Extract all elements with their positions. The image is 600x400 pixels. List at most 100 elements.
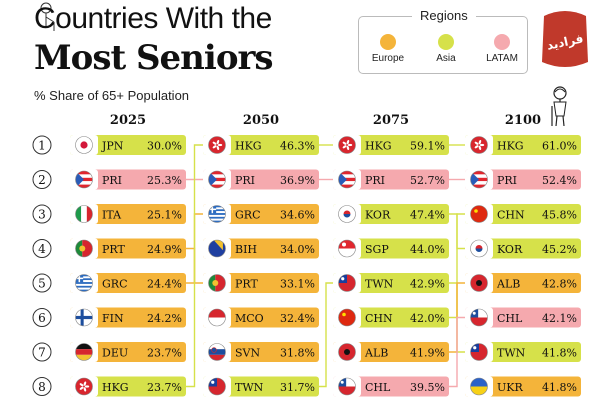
flag-hkg-icon bbox=[338, 136, 356, 154]
flag-kor-icon bbox=[470, 240, 488, 257]
entry-2100-ukr: UKR 41.8% bbox=[465, 376, 581, 397]
flag-twn-icon bbox=[338, 274, 356, 292]
country-code: GRC bbox=[235, 209, 261, 222]
elderly-person-icon bbox=[551, 86, 567, 127]
entry-2075-chn: CHN 42.0% bbox=[333, 307, 449, 328]
country-code: PRI bbox=[365, 174, 385, 187]
entry-2050-pri: PRI 36.9% bbox=[203, 169, 319, 190]
page-title-line1: Countries With the bbox=[34, 2, 272, 35]
flag-svn-icon bbox=[208, 343, 226, 361]
share-value: 44.0% bbox=[410, 243, 445, 256]
legend-item-latam: LATAM bbox=[472, 34, 532, 64]
entry-pill bbox=[70, 307, 186, 328]
legend-item-asia: Asia bbox=[416, 34, 476, 64]
share-value: 39.5% bbox=[410, 381, 445, 394]
entry-2025-fin: FIN 24.2% bbox=[70, 307, 186, 328]
entry-2025-pri: PRI 25.3% bbox=[70, 169, 186, 190]
year-header-2075: 2075 bbox=[373, 113, 409, 128]
flag-grc-icon bbox=[208, 205, 226, 223]
country-code: ALB bbox=[364, 347, 388, 360]
country-code: KOR bbox=[497, 243, 523, 256]
share-value: 52.4% bbox=[542, 174, 577, 187]
share-value: 45.2% bbox=[542, 243, 577, 256]
flag-twn-icon bbox=[470, 343, 488, 361]
country-code: PRI bbox=[497, 174, 517, 187]
share-value: 24.4% bbox=[147, 278, 182, 291]
country-code: TWN bbox=[497, 347, 526, 360]
entry-2050-svn: SVN 31.8% bbox=[203, 342, 319, 362]
entry-pill bbox=[465, 169, 581, 190]
entry-pill bbox=[70, 204, 186, 224]
share-value: 42.9% bbox=[410, 278, 445, 291]
entry-pill bbox=[203, 376, 319, 397]
rank-badge-8 bbox=[32, 377, 52, 396]
country-code: CHL bbox=[365, 381, 391, 394]
share-value: 59.1% bbox=[410, 140, 445, 153]
entry-pill bbox=[70, 376, 186, 397]
share-value: 23.7% bbox=[147, 381, 182, 394]
entry-2050-bih: BIH 34.0% bbox=[203, 238, 319, 259]
elderly-figure-icon bbox=[40, 2, 55, 31]
country-code: SVN bbox=[235, 347, 260, 360]
flag-chn-icon bbox=[338, 309, 356, 326]
rank-badge-2 bbox=[32, 170, 52, 189]
flag-deu-icon bbox=[75, 343, 93, 361]
share-value: 45.8% bbox=[542, 209, 577, 222]
entry-pill bbox=[465, 376, 581, 397]
entry-2100-hkg: HKG 61.0% bbox=[465, 135, 581, 155]
share-value: 31.7% bbox=[280, 381, 315, 394]
entry-pill bbox=[333, 238, 449, 259]
share-value: 30.0% bbox=[147, 140, 182, 153]
rank-label-5: 5 bbox=[38, 277, 46, 291]
year-header-2025: 2025 bbox=[110, 113, 146, 128]
country-code: HKG bbox=[235, 140, 262, 153]
flag-kor-icon bbox=[338, 205, 356, 223]
share-value: 33.1% bbox=[280, 278, 315, 291]
share-value: 61.0% bbox=[542, 140, 577, 153]
legend-label-latam: LATAM bbox=[486, 53, 518, 64]
flag-prt-icon bbox=[208, 274, 226, 292]
flag-pri-icon bbox=[75, 171, 93, 188]
share-value: 34.6% bbox=[280, 209, 315, 222]
entry-pill bbox=[465, 204, 581, 224]
entry-pill bbox=[333, 342, 449, 362]
share-value: 24.2% bbox=[147, 312, 182, 325]
share-value: 23.7% bbox=[147, 347, 182, 360]
entry-pill bbox=[203, 169, 319, 190]
rank-badge-1 bbox=[32, 135, 52, 155]
country-code: PRI bbox=[235, 174, 255, 187]
entry-2025-deu: DEU 23.7% bbox=[70, 342, 186, 362]
legend-swatch-europe bbox=[380, 34, 396, 50]
entry-pill bbox=[70, 135, 186, 155]
entry-pill bbox=[203, 307, 319, 328]
rank-badge-6 bbox=[32, 308, 52, 327]
country-code: CHN bbox=[497, 209, 525, 222]
entry-2075-pri: PRI 52.7% bbox=[333, 169, 449, 190]
entry-2075-sgp: SGP 44.0% bbox=[333, 238, 449, 259]
share-value: 42.0% bbox=[410, 312, 445, 325]
rank-label-8: 8 bbox=[38, 380, 46, 394]
entry-2100-chl: CHL 42.1% bbox=[465, 307, 581, 328]
flag-mco-icon bbox=[208, 309, 226, 326]
flag-prt-icon bbox=[75, 240, 93, 257]
entry-2025-prt: PRT 24.9% bbox=[70, 238, 186, 259]
country-code: DEU bbox=[102, 347, 128, 360]
flag-pri-icon bbox=[338, 171, 356, 188]
entry-pill bbox=[333, 273, 449, 293]
entry-pill bbox=[465, 238, 581, 259]
country-code: KOR bbox=[365, 209, 391, 222]
entry-2075-kor: KOR 47.4% bbox=[333, 204, 449, 224]
country-code: MCO bbox=[235, 312, 264, 325]
entry-pill bbox=[70, 169, 186, 190]
flag-chn-icon bbox=[470, 205, 488, 223]
country-code: JPN bbox=[101, 140, 124, 153]
connector-chn bbox=[449, 213, 465, 319]
rank-label-3: 3 bbox=[38, 208, 46, 222]
share-value: 46.3% bbox=[280, 140, 315, 153]
share-value: 25.1% bbox=[147, 209, 182, 222]
connector-chl bbox=[449, 316, 465, 388]
legend-swatch-asia bbox=[438, 34, 454, 50]
flag-alb-icon bbox=[470, 274, 488, 292]
country-code: GRC bbox=[102, 278, 128, 291]
